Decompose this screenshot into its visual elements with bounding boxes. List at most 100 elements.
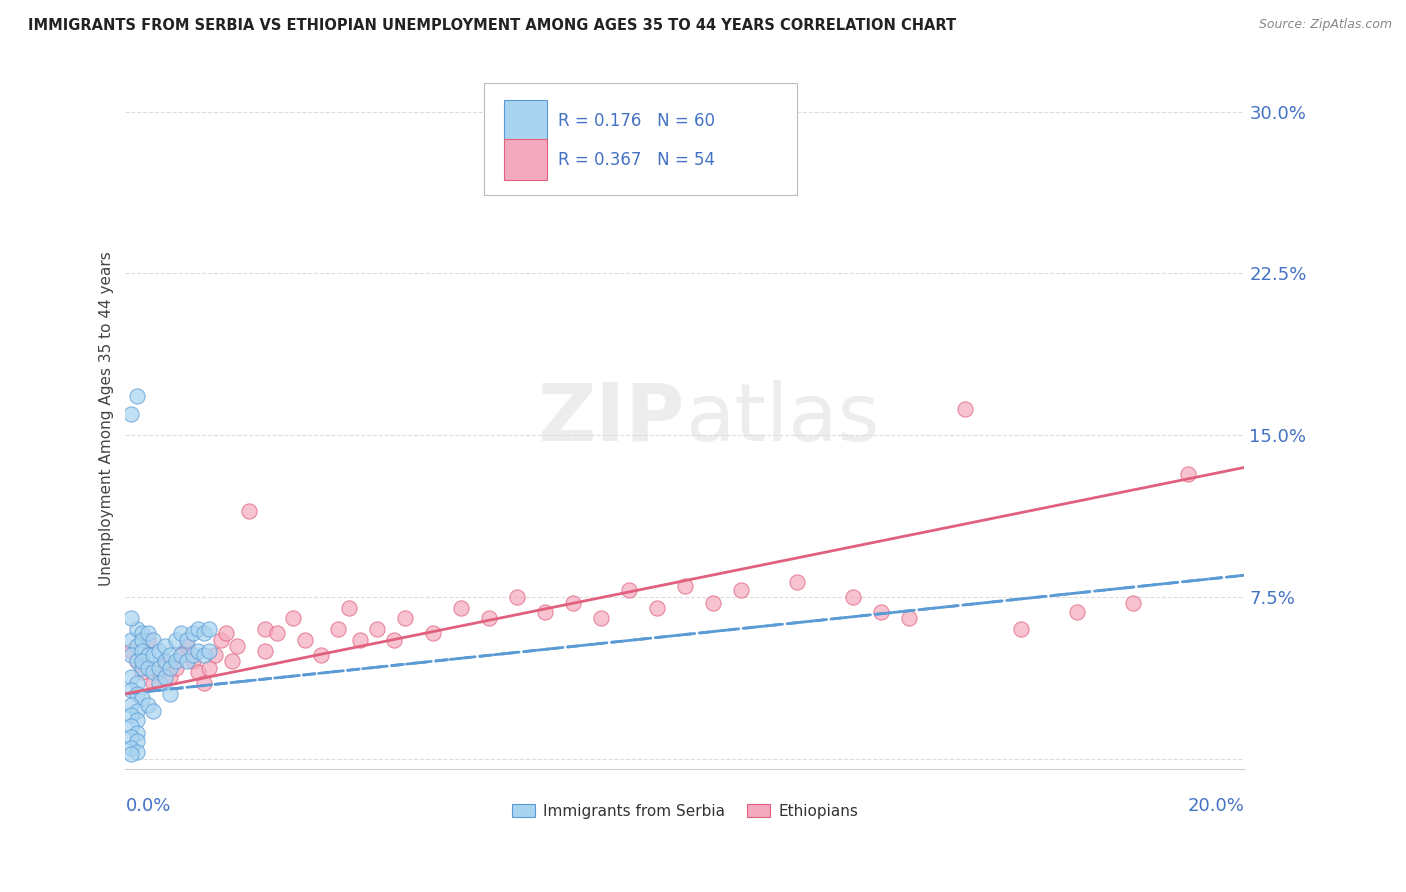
Point [337,600,360,615]
Point [176,640,198,654]
Point [562,596,585,610]
Point [254,643,277,657]
Point [311,648,333,662]
Point [349,632,371,647]
Text: atlas: atlas [685,380,879,458]
Point [125,655,148,669]
Point [198,643,221,657]
Point [148,665,170,680]
Text: R = 0.367   N = 54: R = 0.367 N = 54 [558,151,716,169]
Point [478,611,501,625]
Point [120,682,142,697]
Point [422,626,444,640]
Point [366,622,388,636]
FancyBboxPatch shape [484,83,797,194]
Point [142,665,165,680]
FancyBboxPatch shape [503,139,547,180]
Point [673,579,696,593]
Text: Source: ZipAtlas.com: Source: ZipAtlas.com [1258,18,1392,31]
Point [120,719,142,733]
Point [142,676,165,690]
Point [786,574,808,589]
Point [120,708,142,723]
Point [159,648,181,662]
Point [125,687,148,701]
Point [125,713,148,727]
Point [209,632,232,647]
Point [506,590,529,604]
Point [238,503,260,517]
Point [953,402,976,417]
Legend: Immigrants from Serbia, Ethiopians: Immigrants from Serbia, Ethiopians [506,797,865,825]
Point [266,626,288,640]
Point [131,655,153,669]
Point [120,643,142,657]
Point [125,745,148,759]
Point [842,590,865,604]
Point [125,640,148,654]
Point [136,648,159,662]
Point [1010,622,1032,636]
Point [283,611,305,625]
Point [198,622,221,636]
Point [125,389,148,403]
Point [226,640,249,654]
Point [125,655,148,669]
Point [120,648,142,662]
Point [136,698,159,712]
Point [1121,596,1143,610]
Point [131,665,153,680]
Text: 0.0%: 0.0% [125,797,172,815]
Point [1066,605,1088,619]
Point [131,626,153,640]
Point [136,632,159,647]
Point [131,661,153,675]
Point [170,648,193,662]
Text: ZIP: ZIP [537,380,685,458]
Point [148,676,170,690]
Point [148,661,170,675]
Point [131,632,153,647]
Point [193,676,215,690]
Point [125,725,148,739]
Point [159,687,181,701]
Point [176,632,198,647]
Point [170,648,193,662]
Point [254,622,277,636]
Point [589,611,612,625]
Point [187,665,209,680]
Point [165,632,187,647]
Point [702,596,724,610]
Point [125,734,148,748]
Point [120,698,142,712]
Point [125,622,148,636]
Point [394,611,416,625]
Point [187,622,209,636]
Point [142,632,165,647]
Point [215,626,238,640]
Point [159,670,181,684]
Point [131,643,153,657]
Point [131,691,153,706]
Point [730,583,752,598]
Text: 20.0%: 20.0% [1188,797,1244,815]
Point [153,670,176,684]
Point [120,747,142,762]
Point [617,583,640,598]
Point [153,655,176,669]
Point [897,611,920,625]
Point [142,648,165,662]
Point [120,632,142,647]
Point [120,730,142,744]
Point [294,632,316,647]
Point [120,670,142,684]
Point [193,626,215,640]
FancyBboxPatch shape [503,101,547,142]
Point [153,655,176,669]
Point [125,676,148,690]
Point [159,661,181,675]
Point [170,626,193,640]
Point [204,648,226,662]
Point [125,704,148,718]
Point [645,600,668,615]
